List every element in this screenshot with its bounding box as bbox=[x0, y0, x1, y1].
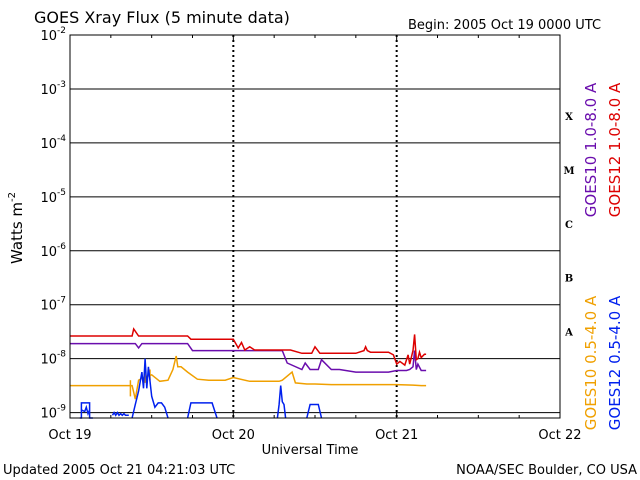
plot-frame bbox=[69, 34, 561, 419]
x-axis-ticks: Oct 19 Oct 20 Oct 21 Oct 22 bbox=[48, 428, 581, 443]
y-tick-exp: -4 bbox=[57, 134, 66, 144]
y-axis-label-sup: -2 bbox=[7, 192, 18, 202]
y-tick-base: 10 bbox=[40, 137, 57, 152]
y-tick-base: 10 bbox=[40, 299, 57, 314]
series-line-0 bbox=[70, 327, 427, 367]
y-tick-exp: -9 bbox=[57, 404, 66, 414]
legend-item-1-0: GOES12 1.0-8.0 A bbox=[606, 82, 624, 217]
series-line-1 bbox=[70, 342, 427, 373]
series-segment-3-1 bbox=[81, 404, 91, 417]
flare-class-b: B bbox=[565, 274, 573, 285]
begin-label: Begin: 2005 Oct 19 0000 UTC bbox=[408, 18, 601, 33]
legend-item-1-1: GOES12 0.5-4.0 A bbox=[606, 295, 624, 430]
y-tick-base: 10 bbox=[40, 407, 57, 422]
y-tick-exp: -5 bbox=[57, 188, 66, 198]
y-tick-exp: -8 bbox=[57, 350, 66, 360]
series-segment-3-3 bbox=[186, 402, 218, 419]
y-tick-exp: -3 bbox=[57, 80, 66, 90]
y-tick-exp: -2 bbox=[57, 26, 66, 36]
series-segment-3-4 bbox=[276, 385, 287, 419]
y-tick-label-5: 10-7 bbox=[40, 296, 66, 314]
series-line-2 bbox=[70, 355, 427, 400]
x-tick-label-0: Oct 19 bbox=[48, 428, 91, 443]
flare-class-a: A bbox=[564, 328, 573, 339]
y-tick-label-7: 10-9 bbox=[40, 404, 66, 422]
series-layer bbox=[70, 327, 427, 419]
y-tick-label-6: 10-8 bbox=[40, 350, 66, 368]
x-tick-label-3: Oct 22 bbox=[538, 428, 581, 443]
x-tick-label-1: Oct 20 bbox=[212, 428, 255, 443]
x-axis-label: Universal Time bbox=[262, 443, 359, 458]
y-tick-label-3: 10-5 bbox=[40, 188, 66, 206]
y-tick-label-2: 10-4 bbox=[40, 134, 66, 152]
flare-class-x: X bbox=[565, 112, 573, 123]
y-tick-base: 10 bbox=[40, 191, 57, 206]
y-tick-base: 10 bbox=[40, 83, 57, 98]
y-tick-label-4: 10-6 bbox=[40, 242, 66, 260]
y-tick-label-0: 10-2 bbox=[40, 26, 66, 44]
y-axis-label-main: Watts m bbox=[8, 202, 26, 264]
series-line-3 bbox=[111, 411, 129, 417]
y-tick-exp: -7 bbox=[57, 296, 66, 306]
legend-item-0-1: GOES10 0.5-4.0 A bbox=[582, 295, 600, 430]
flare-class-m: M bbox=[563, 166, 574, 177]
legend-item-0-0: GOES10 1.0-8.0 A bbox=[582, 82, 600, 217]
footer-updated: Updated 2005 Oct 21 04:21:03 UTC bbox=[3, 463, 235, 478]
y-tick-label-1: 10-3 bbox=[40, 80, 66, 98]
chart-title: GOES Xray Flux (5 minute data) bbox=[34, 8, 290, 27]
y-tick-base: 10 bbox=[40, 353, 57, 368]
legend: GOES10 1.0-8.0 A GOES10 0.5-4.0 A GOES12 1… bbox=[582, 82, 624, 430]
flare-class-c: C bbox=[565, 220, 573, 231]
flare-class-labels: X M C B A bbox=[563, 112, 574, 339]
plot-grid bbox=[69, 35, 561, 418]
y-tick-exp: -6 bbox=[57, 242, 66, 252]
footer-credit: NOAA/SEC Boulder, CO USA bbox=[456, 463, 637, 478]
y-axis-ticks: 10-210-310-410-510-610-710-810-9 bbox=[40, 26, 66, 422]
y-axis-label: Watts m-2 bbox=[7, 192, 26, 264]
y-tick-base: 10 bbox=[40, 245, 57, 260]
series-segment-3-5 bbox=[306, 403, 323, 419]
y-tick-base: 10 bbox=[40, 29, 57, 44]
x-tick-label-2: Oct 21 bbox=[375, 428, 418, 443]
series-segment-3-2 bbox=[131, 358, 169, 419]
